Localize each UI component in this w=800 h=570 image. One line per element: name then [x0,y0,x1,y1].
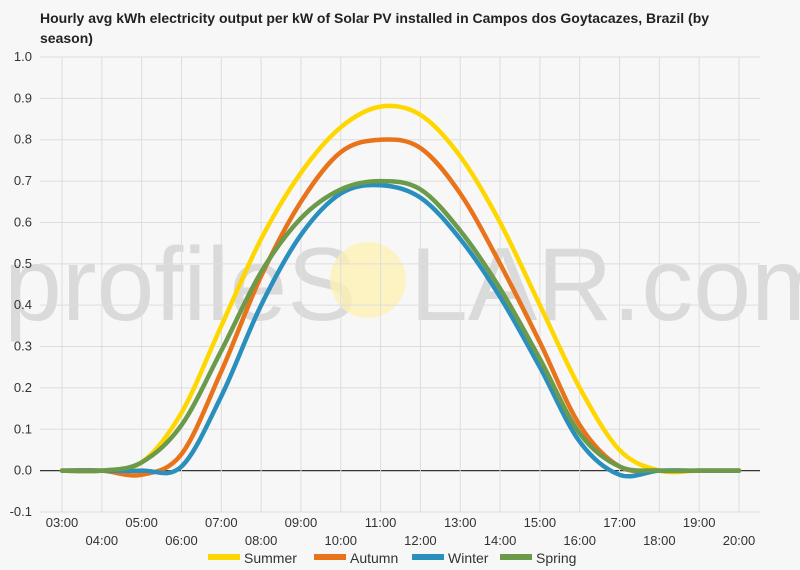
y-tick-label: 1.0 [14,49,32,64]
x-tick-label: 09:00 [285,515,318,530]
y-tick-label: 0.2 [14,380,32,395]
x-tick-label: 10:00 [324,533,357,548]
watermark-logo: profileS LAR.com [4,227,800,343]
x-tick-label: 20:00 [723,533,756,548]
x-tick-label: 19:00 [683,515,716,530]
y-tick-label: 0.6 [14,214,32,229]
watermark-text-left: profileS [4,227,357,343]
series-line-spring [59,178,742,474]
legend-swatch-spring [500,554,532,560]
chart-title-line1: Hourly avg kWh electricity output per kW… [40,10,709,26]
chart-title-line2: season) [40,30,93,46]
legend-label-summer: Summer [244,550,297,566]
series-line-summer [59,103,742,475]
y-tick-label: 0.4 [14,297,32,312]
legend-swatch-autumn [314,554,346,560]
x-tick-label: 07:00 [205,515,238,530]
x-tick-label: 14:00 [484,533,517,548]
legend: Summer Autumn Winter Spring [208,550,576,566]
series-line-winter [59,182,742,479]
legend-label-winter: Winter [448,550,489,566]
watermark-sun-icon [330,242,406,318]
x-axis: 03:00 04:00 05:00 06:00 07:00 08:00 09:00 10:00… [46,515,756,548]
x-tick-label: 12:00 [404,533,437,548]
x-tick-label: 16:00 [563,533,596,548]
x-tick-label: 13:00 [444,515,477,530]
y-tick-label: 0.7 [14,173,32,188]
y-axis: 1.0 0.9 0.8 0.7 0.6 0.5 0.4 0.3 0.2 0.1 0.0 -0.1 [10,49,32,519]
legend-label-spring: Spring [536,550,576,566]
y-tick-label: 0.3 [14,339,32,354]
y-tick-label: 0.9 [14,90,32,105]
x-tick-label: 04:00 [86,533,119,548]
x-tick-label: 03:00 [46,515,79,530]
x-tick-label: 06:00 [165,533,198,548]
legend-label-autumn: Autumn [350,550,398,566]
x-tick-label: 15:00 [524,515,557,530]
y-tick-label: 0.1 [14,421,32,436]
legend-swatch-winter [412,554,444,560]
y-tick-label: 0.0 [14,463,32,478]
x-tick-label: 17:00 [603,515,636,530]
x-tick-label: 11:00 [365,515,397,530]
x-tick-label: 05:00 [125,515,158,530]
x-tick-label: 08:00 [245,533,278,548]
y-tick-label: 0.5 [14,256,32,271]
watermark-text-right: LAR.com [410,227,800,343]
y-tick-label: 0.8 [14,132,32,147]
series-lines [59,103,742,479]
x-tick-label: 18:00 [643,533,676,548]
legend-swatch-summer [208,554,240,560]
grid-lines [40,56,760,513]
y-tick-label: -0.1 [10,504,32,519]
